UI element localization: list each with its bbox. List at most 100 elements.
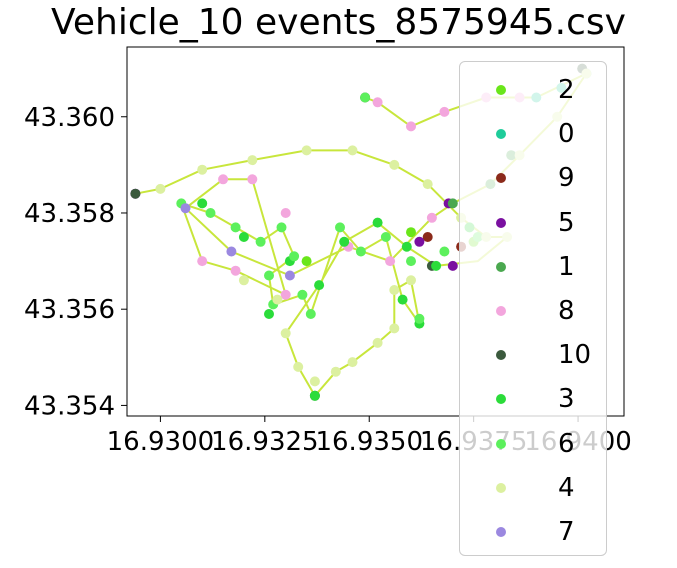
point-series-3 (197, 198, 208, 209)
point-series-6 (205, 208, 216, 218)
legend-marker (496, 482, 506, 493)
legend-item: 9 (460, 160, 608, 204)
point-series-6 (264, 270, 274, 281)
point-series-4 (347, 145, 358, 156)
point-series-8 (197, 256, 208, 267)
y-tick-label: 43.358 (24, 199, 115, 229)
x-tick-label: 16.9300 (107, 427, 215, 457)
point-series-3 (238, 232, 249, 242)
point-series-4 (389, 159, 400, 170)
legend-item: 4 (460, 470, 608, 514)
point-series-4 (389, 285, 400, 295)
x-tick-label: 16.9325 (211, 427, 319, 457)
point-series-6 (406, 256, 416, 267)
legend-item: 10 (460, 337, 608, 381)
legend-label: 9 (558, 163, 575, 194)
legend-item: 6 (460, 426, 608, 470)
point-series-7 (226, 246, 237, 257)
point-series-3 (431, 260, 442, 271)
legend-label: 4 (558, 472, 575, 503)
point-series-6 (230, 222, 241, 233)
point-series-4 (293, 361, 304, 372)
point-series-4 (238, 275, 249, 286)
legend: 2 0 9 5 1 8 10 3 6 4 7 (459, 61, 607, 556)
point-series-8 (230, 265, 241, 276)
legend-marker (496, 350, 506, 361)
point-series-6 (305, 309, 316, 319)
legend-item: 1 (460, 249, 608, 293)
point-series-4 (422, 179, 433, 190)
point-series-3 (372, 217, 383, 228)
legend-marker (496, 129, 506, 140)
point-series-6 (276, 222, 287, 233)
point-series-8 (247, 174, 258, 185)
legend-label: 1 (558, 251, 575, 282)
point-series-6 (414, 313, 425, 324)
legend-label: 5 (558, 207, 575, 238)
point-series-6 (360, 92, 371, 103)
point-series-8 (439, 106, 450, 117)
legend-marker (496, 261, 506, 272)
point-series-4 (330, 366, 341, 377)
point-series-9 (422, 232, 433, 242)
point-series-8 (406, 121, 416, 132)
point-series-4 (372, 337, 383, 348)
legend-marker (496, 306, 506, 316)
legend-marker (496, 173, 506, 184)
point-series-8 (280, 208, 291, 218)
legend-item: 2 (460, 72, 608, 116)
y-tick-label: 43.360 (24, 103, 115, 133)
point-series-4 (347, 357, 358, 368)
point-series-4 (197, 164, 208, 175)
point-series-3 (314, 280, 325, 291)
legend-label: 7 (558, 517, 575, 547)
legend-label: 3 (558, 384, 575, 415)
y-axis-ticks: 43.354 43.356 43.358 43.360 (24, 103, 127, 421)
legend-marker (496, 217, 506, 228)
point-series-6 (439, 246, 450, 257)
point-series-4 (389, 323, 400, 334)
chart-title: Vehicle_10 events_8575945.csv (51, 2, 626, 43)
point-series-8 (385, 256, 396, 267)
point-series-8 (426, 212, 437, 223)
legend-item: 7 (460, 514, 608, 558)
legend-item: 3 (460, 381, 608, 425)
legend-marker (496, 394, 506, 405)
legend-label: 6 (558, 428, 575, 459)
point-series-3 (309, 390, 320, 401)
legend-label: 2 (558, 75, 575, 105)
point-series-4 (272, 294, 283, 305)
point-series-10 (130, 188, 141, 199)
point-series-2 (406, 227, 416, 238)
point-series-5 (447, 260, 458, 271)
point-series-6 (380, 232, 391, 242)
point-series-8 (280, 289, 291, 300)
point-series-8 (218, 174, 229, 185)
point-series-8 (372, 97, 383, 108)
legend-item: 5 (460, 205, 608, 249)
legend-item: 8 (460, 293, 608, 337)
point-series-2 (301, 256, 312, 267)
point-series-4 (309, 376, 320, 387)
x-tick-label: 16.9350 (315, 427, 423, 457)
legend-item: 0 (460, 116, 608, 160)
y-tick-label: 43.356 (24, 295, 115, 325)
point-series-3 (264, 309, 274, 319)
legend-marker (496, 438, 506, 449)
point-series-4 (301, 145, 312, 156)
point-series-6 (297, 289, 308, 300)
point-series-4 (247, 155, 258, 166)
point-series-3 (397, 294, 408, 305)
legend-marker (496, 527, 506, 537)
point-series-4 (155, 183, 166, 194)
point-series-3 (339, 236, 350, 247)
point-series-6 (355, 246, 366, 257)
point-series-6 (335, 222, 345, 233)
legend-label: 10 (558, 340, 592, 371)
point-series-3 (401, 241, 412, 252)
point-series-6 (255, 236, 266, 247)
point-series-7 (284, 270, 295, 281)
point-series-4 (280, 328, 291, 339)
legend-marker (496, 85, 506, 95)
point-series-4 (406, 275, 416, 286)
